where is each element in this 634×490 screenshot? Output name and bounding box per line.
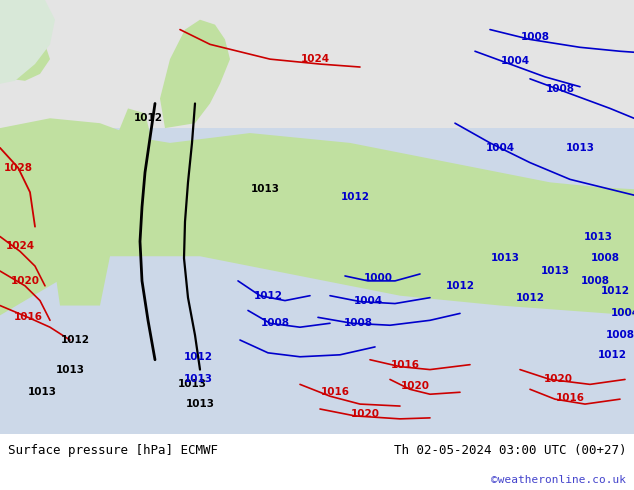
Text: 1013: 1013 (541, 266, 569, 276)
Text: 1004: 1004 (486, 143, 515, 153)
Text: 1013: 1013 (178, 379, 207, 390)
Text: Surface pressure [hPa] ECMWF: Surface pressure [hPa] ECMWF (8, 444, 217, 457)
Text: 1012: 1012 (60, 335, 89, 345)
Text: 1016: 1016 (13, 312, 42, 322)
Polygon shape (0, 0, 55, 84)
Text: 1012: 1012 (134, 113, 162, 123)
Text: 1013: 1013 (583, 232, 612, 242)
Text: 1000: 1000 (363, 273, 392, 283)
Text: 1004: 1004 (611, 308, 634, 318)
Polygon shape (0, 118, 634, 316)
Text: 1012: 1012 (446, 281, 474, 291)
Text: 1008: 1008 (605, 330, 634, 340)
Polygon shape (600, 271, 634, 297)
Text: 1020: 1020 (543, 374, 573, 385)
Text: 1013: 1013 (566, 143, 595, 153)
Text: 1013: 1013 (27, 387, 56, 397)
Text: 1020: 1020 (401, 381, 429, 392)
Text: 1013: 1013 (183, 374, 212, 385)
Text: 1004: 1004 (500, 56, 529, 66)
Text: 1024: 1024 (301, 54, 330, 64)
Text: 1008: 1008 (545, 84, 574, 94)
Text: 1024: 1024 (6, 242, 35, 251)
Polygon shape (580, 227, 634, 266)
Polygon shape (50, 197, 110, 306)
Text: 1012: 1012 (254, 291, 283, 301)
Polygon shape (10, 39, 50, 81)
Text: 1012: 1012 (340, 192, 370, 202)
Text: 1012: 1012 (600, 286, 630, 296)
Text: 1016: 1016 (391, 360, 420, 369)
Text: Th 02-05-2024 03:00 UTC (00+27): Th 02-05-2024 03:00 UTC (00+27) (394, 444, 626, 457)
Text: 1012: 1012 (597, 350, 626, 360)
Text: 1028: 1028 (4, 163, 32, 172)
Text: 1013: 1013 (56, 365, 84, 374)
Text: 1013: 1013 (186, 399, 214, 409)
Text: 1008: 1008 (521, 32, 550, 43)
Text: 1012: 1012 (183, 352, 212, 362)
Text: 1008: 1008 (344, 318, 373, 328)
Polygon shape (118, 108, 150, 168)
Text: 1012: 1012 (515, 293, 545, 303)
Text: 1013: 1013 (491, 253, 519, 263)
Text: 1008: 1008 (590, 253, 619, 263)
Text: 1020: 1020 (351, 409, 380, 419)
Text: ©weatheronline.co.uk: ©weatheronline.co.uk (491, 475, 626, 485)
Text: 1008: 1008 (581, 276, 609, 286)
Text: 1004: 1004 (353, 295, 382, 306)
Text: 1020: 1020 (11, 276, 39, 286)
Bar (0, 0, 634, 128)
Polygon shape (160, 20, 230, 128)
Text: 1016: 1016 (321, 387, 349, 397)
Text: 1016: 1016 (555, 393, 585, 403)
Text: 1008: 1008 (261, 318, 290, 328)
Text: 1013: 1013 (250, 184, 280, 194)
